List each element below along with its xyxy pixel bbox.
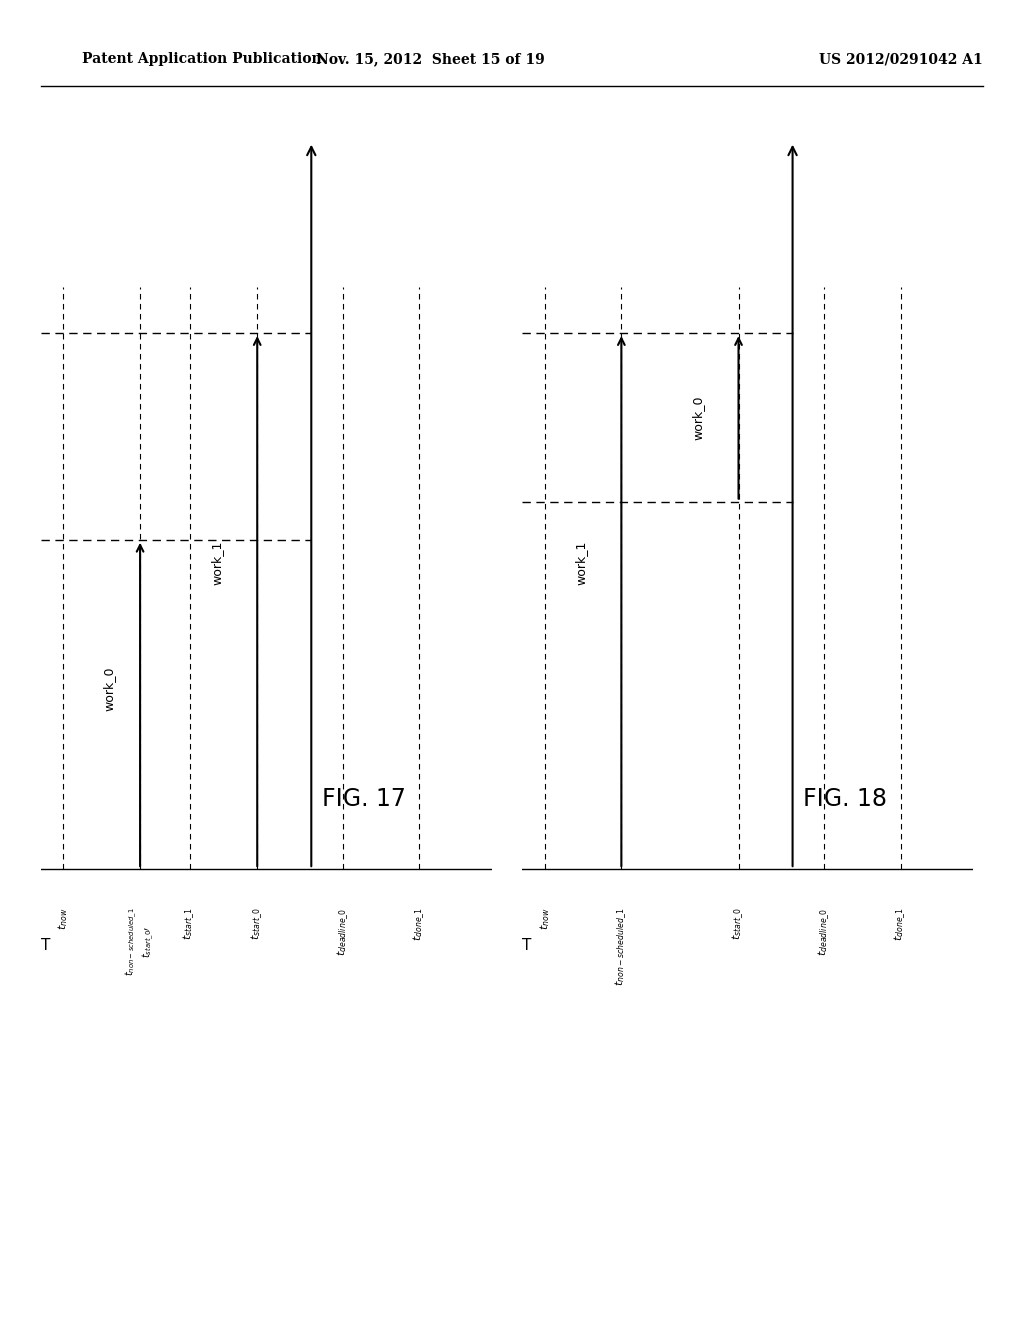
Text: $t_{start\_1}$: $t_{start\_1}$ bbox=[182, 907, 198, 940]
Text: $t_{deadline\_0}$: $t_{deadline\_0}$ bbox=[335, 907, 350, 956]
Text: $t_{start\_0}$: $t_{start\_0}$ bbox=[250, 907, 265, 940]
Text: $t_{start\_0}$: $t_{start\_0}$ bbox=[731, 907, 746, 940]
Text: $t_{now}$: $t_{now}$ bbox=[538, 907, 552, 929]
Text: $t_{done\_1}$: $t_{done\_1}$ bbox=[412, 907, 427, 941]
Text: work_0: work_0 bbox=[102, 667, 115, 711]
Text: work_0: work_0 bbox=[691, 395, 705, 440]
Text: T: T bbox=[41, 939, 50, 953]
Text: $t_{non-scheduled\_1}$
$t_{start\_0}\prime$: $t_{non-scheduled\_1}$ $t_{start\_0}\pri… bbox=[124, 907, 157, 977]
Text: T: T bbox=[522, 939, 531, 953]
Text: $t_{now}$: $t_{now}$ bbox=[56, 907, 71, 929]
Text: Patent Application Publication: Patent Application Publication bbox=[82, 53, 322, 66]
Text: FIG. 18: FIG. 18 bbox=[803, 787, 887, 810]
Text: $t_{deadline\_0}$: $t_{deadline\_0}$ bbox=[816, 907, 831, 956]
Text: $t_{done\_1}$: $t_{done\_1}$ bbox=[893, 907, 908, 941]
Text: work_1: work_1 bbox=[574, 541, 588, 585]
Text: Nov. 15, 2012  Sheet 15 of 19: Nov. 15, 2012 Sheet 15 of 19 bbox=[315, 53, 545, 66]
Text: US 2012/0291042 A1: US 2012/0291042 A1 bbox=[819, 53, 983, 66]
Text: work_1: work_1 bbox=[210, 541, 223, 585]
Text: $t_{non-scheduled\_1}$: $t_{non-scheduled\_1}$ bbox=[613, 907, 629, 986]
Text: FIG. 17: FIG. 17 bbox=[322, 787, 406, 810]
